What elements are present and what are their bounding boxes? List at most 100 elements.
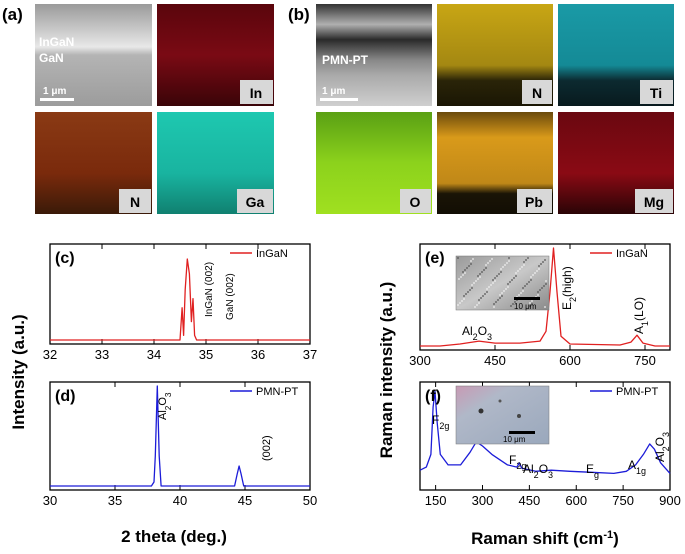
x-tick-label: 150 <box>425 493 447 508</box>
legend-label: InGaN <box>256 248 288 260</box>
inset-speckle <box>479 273 481 275</box>
inset-speckle <box>543 285 545 287</box>
inset-speckle <box>492 282 494 284</box>
inset-speckle <box>522 290 524 292</box>
ylabel-raman: Raman intensity (a.u.) <box>377 282 396 459</box>
inset-particle <box>498 399 502 403</box>
annot-a1-lo: A1(LO) <box>632 297 650 334</box>
x-tick-label: 40 <box>173 493 187 508</box>
inset-speckle <box>493 306 495 308</box>
inset-speckle <box>469 289 471 291</box>
map-o-label: O <box>410 194 421 210</box>
inset-speckle <box>475 280 477 282</box>
inset-speckle <box>477 278 479 280</box>
inset-speckle <box>508 257 510 259</box>
sem-image-a: InGaN GaN 1 μm <box>35 4 152 106</box>
inset-speckle <box>486 288 488 290</box>
inset-speckle <box>489 260 491 262</box>
inset-speckle <box>522 287 524 289</box>
inset-speckle <box>500 271 502 273</box>
annot-ingan-002: InGaN (002) <box>204 262 215 317</box>
annot-a1g: A1g <box>628 458 646 476</box>
inset-speckle <box>539 289 541 291</box>
inset-speckle <box>474 306 476 308</box>
inset-speckle <box>525 259 527 261</box>
inset-speckle <box>484 293 486 295</box>
inset-speckle <box>536 270 538 272</box>
x-tick-label: 45 <box>238 493 252 508</box>
inset-speckle <box>501 295 503 297</box>
inset-speckle <box>510 305 512 307</box>
inset-speckle <box>501 292 503 294</box>
inset-speckle <box>523 264 525 266</box>
chart-d: 30 35 40 45 50 PMN-PT (d) <box>43 381 317 508</box>
x-tick-label: 50 <box>303 493 317 508</box>
inset-scale-label: 10 μm <box>514 302 537 311</box>
inset-speckle <box>495 301 497 303</box>
inset-speckle <box>464 269 466 271</box>
inset-speckle <box>506 262 508 264</box>
panel-a-tag: (a) <box>2 5 23 24</box>
map-n-a: N <box>35 112 152 214</box>
inset-speckle <box>544 306 546 308</box>
inset-speckle <box>519 268 521 270</box>
sem-image-b: PMN-PT 1 μm <box>316 4 432 106</box>
series-line-ingan <box>50 258 310 341</box>
inset-particle <box>478 408 484 414</box>
inset-speckle <box>499 294 501 296</box>
map-n-b: N <box>437 4 553 106</box>
chart-e: 300 450 600 750 InGaN (e) <box>409 243 671 368</box>
inset-speckle <box>537 291 539 293</box>
inset-speckle <box>530 279 532 281</box>
inset-speckle <box>465 293 467 295</box>
plot-frame <box>49 243 311 345</box>
x-tick-label: 750 <box>634 353 656 368</box>
inset-speckle <box>518 294 520 296</box>
x-tick-label: 37 <box>303 347 317 362</box>
map-ti: Ti <box>558 4 674 106</box>
inset-speckle <box>470 263 472 265</box>
x-tick-label: 600 <box>565 493 587 508</box>
inset-speckle <box>463 298 465 300</box>
inset-speckle <box>482 295 484 297</box>
inset-speckle <box>529 305 531 307</box>
inset-image <box>455 255 550 311</box>
inset-speckle <box>531 300 533 302</box>
inset-speckle <box>527 257 529 259</box>
inset-speckle <box>538 265 540 267</box>
inset-speckle <box>540 263 542 265</box>
x-tick-label: 300 <box>409 353 431 368</box>
ylabel-xrd: Intensity (a.u.) <box>9 314 28 429</box>
x-tick-label: 750 <box>612 493 634 508</box>
sem-label-ingan: InGaN <box>39 35 74 49</box>
x-tick-label: 35 <box>199 347 213 362</box>
inset-speckle <box>503 290 505 292</box>
inset-speckle <box>459 302 461 304</box>
inset-speckle <box>494 277 496 279</box>
inset-speckle <box>544 259 546 261</box>
legend-label: PMN-PT <box>256 386 298 398</box>
map-pb: Pb <box>437 112 553 214</box>
inset-speckle <box>521 266 523 268</box>
panel-b-tag: (b) <box>288 5 310 24</box>
inset-speckle <box>485 264 487 266</box>
annot-f2g-1: F2g <box>432 413 449 431</box>
inset-speckle <box>472 258 474 260</box>
inset-speckle <box>500 268 502 270</box>
annot-al2o3-raman-e: Al2O3 <box>462 324 492 342</box>
map-mg-label: Mg <box>644 194 664 210</box>
scale-bar-a <box>40 98 74 101</box>
map-n-a-label: N <box>130 194 140 210</box>
inset-speckle <box>487 262 489 264</box>
inset-speckle <box>473 282 475 284</box>
x-tick-label: 36 <box>251 347 265 362</box>
plot-frame <box>419 381 671 491</box>
xlabel-xrd: 2 theta (deg.) <box>121 527 227 546</box>
inset-speckle <box>457 304 459 306</box>
series-line-ingan <box>420 247 670 347</box>
inset-speckle <box>471 287 473 289</box>
inset-speckle <box>517 270 519 272</box>
map-o: O <box>316 112 432 214</box>
annot-e2-high: E2(high) <box>560 266 578 310</box>
